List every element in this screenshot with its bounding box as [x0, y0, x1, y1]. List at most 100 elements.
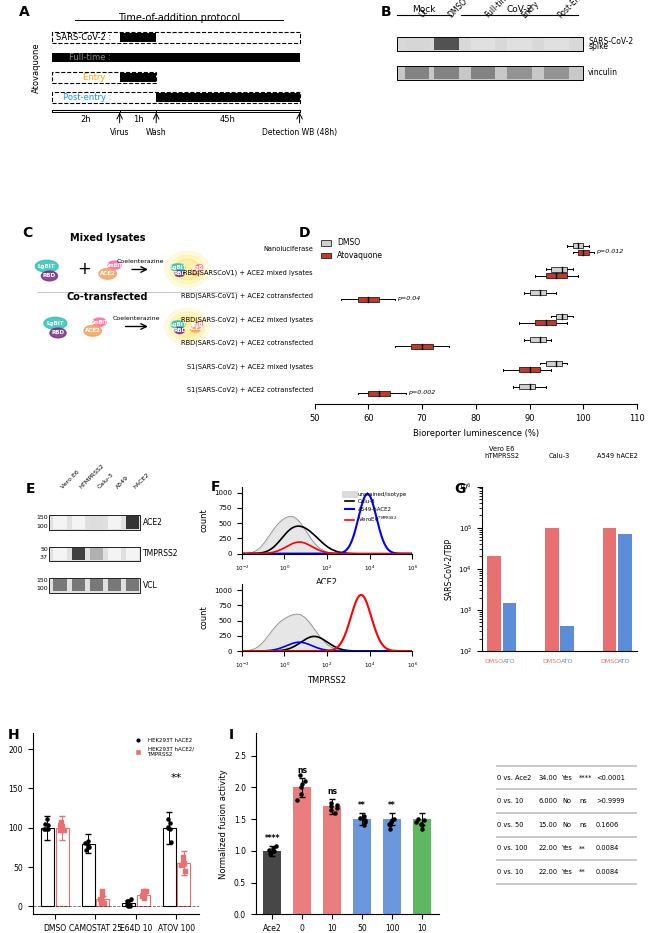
Point — [384, 821, 395, 836]
Bar — [72, 579, 84, 592]
Text: 0.0084: 0.0084 — [596, 845, 619, 851]
Point — [96, 896, 107, 911]
Text: A: A — [18, 6, 29, 20]
Bar — [530, 290, 545, 295]
Point — [296, 787, 306, 801]
Point — [97, 884, 107, 898]
Text: ACE2: ACE2 — [188, 270, 203, 274]
Text: Atovaquone: Atovaquone — [32, 42, 41, 92]
Point — [42, 812, 52, 827]
Bar — [126, 548, 139, 560]
Point — [360, 813, 370, 828]
Point — [99, 896, 109, 911]
Point — [295, 767, 306, 782]
Point — [43, 822, 53, 837]
Point — [178, 850, 188, 865]
Bar — [508, 37, 532, 49]
Text: +: + — [77, 260, 91, 278]
Bar — [545, 528, 559, 933]
Text: **: ** — [171, 773, 182, 783]
Bar — [108, 579, 121, 592]
Text: LgBiT: LgBiT — [169, 265, 187, 270]
Point — [59, 822, 70, 837]
Point — [296, 780, 307, 795]
Text: RBD: RBD — [43, 273, 56, 278]
Text: >0.9999: >0.9999 — [596, 799, 625, 804]
Bar — [397, 36, 583, 50]
Point — [162, 820, 173, 835]
Bar — [358, 297, 379, 302]
Bar — [136, 895, 150, 907]
Point — [292, 792, 302, 807]
Ellipse shape — [42, 272, 57, 281]
Bar — [90, 579, 103, 592]
Point — [269, 843, 280, 858]
Circle shape — [174, 316, 200, 337]
Point — [125, 892, 136, 907]
Ellipse shape — [175, 271, 185, 276]
Point — [385, 815, 396, 829]
Point — [55, 817, 65, 832]
Bar — [108, 517, 121, 529]
Text: 37: 37 — [40, 555, 48, 560]
Text: Coelenterazine: Coelenterazine — [116, 259, 164, 264]
Text: DMSO: DMSO — [542, 660, 562, 664]
Text: spike: spike — [588, 42, 608, 51]
Bar — [471, 67, 495, 79]
Bar — [353, 819, 371, 914]
Point — [40, 816, 50, 831]
Text: Calu-3: Calu-3 — [97, 472, 114, 490]
Text: Co-transfected: Co-transfected — [67, 292, 148, 302]
Text: vinculin: vinculin — [588, 68, 618, 77]
X-axis label: TMPRSS2: TMPRSS2 — [307, 675, 346, 685]
Text: Coelenterazine: Coelenterazine — [113, 316, 161, 322]
Text: p=0.04: p=0.04 — [396, 296, 420, 300]
Point — [140, 884, 150, 898]
Text: Vero E6
hTMPRSS2: Vero E6 hTMPRSS2 — [484, 446, 519, 458]
Text: 0 vs. 10: 0 vs. 10 — [497, 799, 523, 804]
Text: **: ** — [579, 845, 586, 851]
Point — [138, 890, 149, 905]
Y-axis label: SARS-CoV-2/TBP: SARS-CoV-2/TBP — [444, 537, 453, 600]
Y-axis label: Relative SARS-CoV-2 infection: Relative SARS-CoV-2 infection — [0, 767, 3, 881]
Point — [98, 894, 108, 909]
Bar — [49, 547, 140, 562]
Text: ACE2: ACE2 — [100, 272, 116, 276]
Text: Nanoluciferase: Nanoluciferase — [263, 246, 313, 252]
Text: 6.000: 6.000 — [538, 799, 557, 804]
Text: B: B — [380, 6, 391, 20]
Point — [176, 857, 187, 872]
Bar — [519, 384, 535, 389]
Circle shape — [174, 259, 200, 280]
Text: A549: A549 — [115, 475, 130, 490]
Bar — [108, 548, 121, 560]
Bar — [323, 806, 341, 914]
Point — [164, 822, 175, 837]
Text: 0 vs. 50: 0 vs. 50 — [497, 822, 524, 828]
Point — [417, 818, 427, 833]
Ellipse shape — [50, 328, 66, 338]
Point — [140, 884, 151, 898]
Text: VCL: VCL — [143, 580, 157, 590]
Y-axis label: count: count — [200, 606, 209, 630]
Point — [138, 886, 149, 901]
Point — [332, 798, 342, 813]
X-axis label: ACE2: ACE2 — [316, 578, 338, 587]
Text: DMSO: DMSO — [485, 660, 504, 664]
Y-axis label: count: count — [200, 508, 209, 532]
Text: Entry: Entry — [519, 0, 541, 20]
Text: Post-Entry: Post-Entry — [556, 0, 590, 20]
Text: S1(SARS-CoV2) + ACE2 mixed lysates: S1(SARS-CoV2) + ACE2 mixed lysates — [187, 363, 313, 369]
Ellipse shape — [196, 322, 203, 327]
Text: Yes: Yes — [562, 869, 573, 875]
Text: RBD(SARS-CoV1) + ACE2 cotransfected: RBD(SARS-CoV1) + ACE2 cotransfected — [181, 293, 313, 299]
Point — [268, 841, 278, 856]
Bar — [263, 851, 281, 914]
Bar — [519, 368, 540, 372]
Bar — [72, 548, 84, 560]
Text: RBD(SARS-CoV2) + ACE2 mixed lysates: RBD(SARS-CoV2) + ACE2 mixed lysates — [181, 316, 313, 323]
Ellipse shape — [84, 326, 101, 336]
Point — [326, 802, 337, 817]
Text: 0 vs. 100: 0 vs. 100 — [497, 845, 528, 851]
Point — [332, 801, 342, 815]
